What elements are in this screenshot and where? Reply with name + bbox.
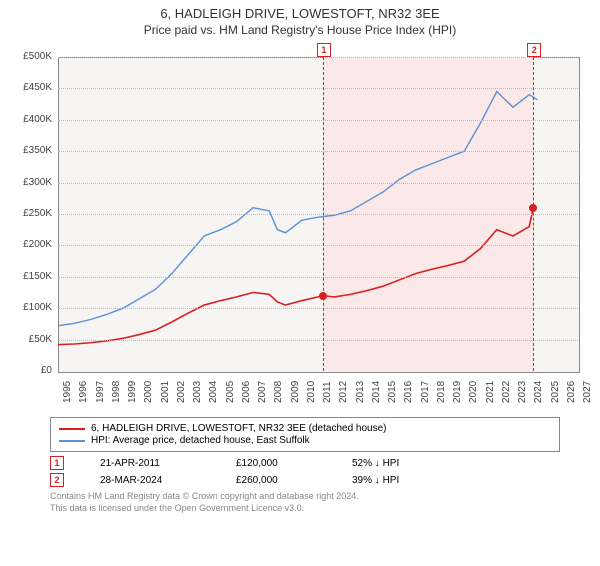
event-delta: 39% ↓ HPI <box>352 475 399 486</box>
legend-box: 6, HADLEIGH DRIVE, LOWESTOFT, NR32 3EE (… <box>50 417 560 452</box>
x-axis-label: 2012 <box>338 381 349 403</box>
x-axis-label: 2006 <box>241 381 252 403</box>
x-axis-label: 2017 <box>420 381 431 403</box>
chart-area: £0 £50K £100K £150K £200K £250K £300K £350K £400… <box>10 41 590 411</box>
legend-swatch <box>59 428 85 430</box>
x-axis-label: 2005 <box>225 381 236 403</box>
x-axis-label: 2002 <box>176 381 187 403</box>
event-price: £120,000 <box>236 458 316 469</box>
x-axis-label: 2022 <box>501 381 512 403</box>
y-axis-label: £100K <box>12 302 52 313</box>
legend-label: HPI: Average price, detached house, East… <box>91 435 310 446</box>
gridline <box>58 88 578 89</box>
event-date: 21-APR-2011 <box>100 458 200 469</box>
x-axis-label: 2007 <box>257 381 268 403</box>
marker-box: 1 <box>317 43 331 57</box>
gridline <box>58 151 578 152</box>
event-marker-icon: 2 <box>50 473 64 487</box>
x-axis-label: 2016 <box>403 381 414 403</box>
footer-attribution: Contains HM Land Registry data © Crown c… <box>50 491 560 514</box>
marker-vline <box>533 57 534 371</box>
event-price: £260,000 <box>236 475 316 486</box>
legend-label: 6, HADLEIGH DRIVE, LOWESTOFT, NR32 3EE (… <box>91 423 386 434</box>
gridline <box>58 308 578 309</box>
marker-box: 2 <box>527 43 541 57</box>
x-axis-label: 1996 <box>78 381 89 403</box>
x-axis-label: 2023 <box>517 381 528 403</box>
y-axis-label: £200K <box>12 239 52 250</box>
legend-item: HPI: Average price, detached house, East… <box>59 435 551 446</box>
gridline <box>58 57 578 58</box>
y-axis-label: £250K <box>12 208 52 219</box>
x-axis-label: 2021 <box>485 381 496 403</box>
gridline <box>58 245 578 246</box>
x-axis-label: 1998 <box>111 381 122 403</box>
event-row: 1 21-APR-2011 £120,000 52% ↓ HPI <box>50 456 560 470</box>
x-axis-label: 2000 <box>143 381 154 403</box>
x-axis-label: 2001 <box>160 381 171 403</box>
x-axis-label: 2020 <box>468 381 479 403</box>
x-axis-label: 2019 <box>452 381 463 403</box>
marker-vline <box>323 57 324 371</box>
footer-line: This data is licensed under the Open Gov… <box>50 503 560 515</box>
y-axis-label: £350K <box>12 145 52 156</box>
gridline <box>58 120 578 121</box>
x-axis-label: 2009 <box>290 381 301 403</box>
x-axis-label: 2025 <box>550 381 561 403</box>
y-axis-label: £450K <box>12 82 52 93</box>
gridline <box>58 183 578 184</box>
x-axis-label: 1999 <box>127 381 138 403</box>
x-axis-label: 2027 <box>582 381 593 403</box>
y-axis-label: £50K <box>12 334 52 345</box>
x-axis-label: 2013 <box>355 381 366 403</box>
chart-title: 6, HADLEIGH DRIVE, LOWESTOFT, NR32 3EE <box>0 6 600 21</box>
data-point <box>319 292 327 300</box>
events-table: 1 21-APR-2011 £120,000 52% ↓ HPI 2 28-MA… <box>50 456 560 487</box>
gridline <box>58 340 578 341</box>
legend-swatch <box>59 440 85 442</box>
x-axis-label: 2010 <box>306 381 317 403</box>
data-point <box>529 204 537 212</box>
x-axis-label: 2003 <box>192 381 203 403</box>
event-delta: 52% ↓ HPI <box>352 458 399 469</box>
y-axis-label: £150K <box>12 271 52 282</box>
y-axis-label: £400K <box>12 114 52 125</box>
x-axis-label: 2018 <box>436 381 447 403</box>
gridline <box>58 277 578 278</box>
x-axis-label: 2026 <box>566 381 577 403</box>
y-axis-label: £500K <box>12 51 52 62</box>
x-axis-label: 2004 <box>208 381 219 403</box>
event-marker-icon: 1 <box>50 456 64 470</box>
x-axis-label: 2024 <box>533 381 544 403</box>
series-line <box>58 92 537 326</box>
x-axis-label: 2008 <box>273 381 284 403</box>
y-axis-label: £300K <box>12 177 52 188</box>
x-axis-label: 1995 <box>62 381 73 403</box>
x-axis-label: 2011 <box>322 381 333 403</box>
y-axis-label: £0 <box>12 365 52 376</box>
x-axis-label: 2015 <box>387 381 398 403</box>
chart-lines <box>10 41 590 411</box>
gridline <box>58 214 578 215</box>
legend-item: 6, HADLEIGH DRIVE, LOWESTOFT, NR32 3EE (… <box>59 423 551 434</box>
event-row: 2 28-MAR-2024 £260,000 39% ↓ HPI <box>50 473 560 487</box>
footer-line: Contains HM Land Registry data © Crown c… <box>50 491 560 503</box>
x-axis-label: 1997 <box>95 381 106 403</box>
event-date: 28-MAR-2024 <box>100 475 200 486</box>
chart-subtitle: Price paid vs. HM Land Registry's House … <box>0 23 600 37</box>
x-axis-label: 2014 <box>371 381 382 403</box>
